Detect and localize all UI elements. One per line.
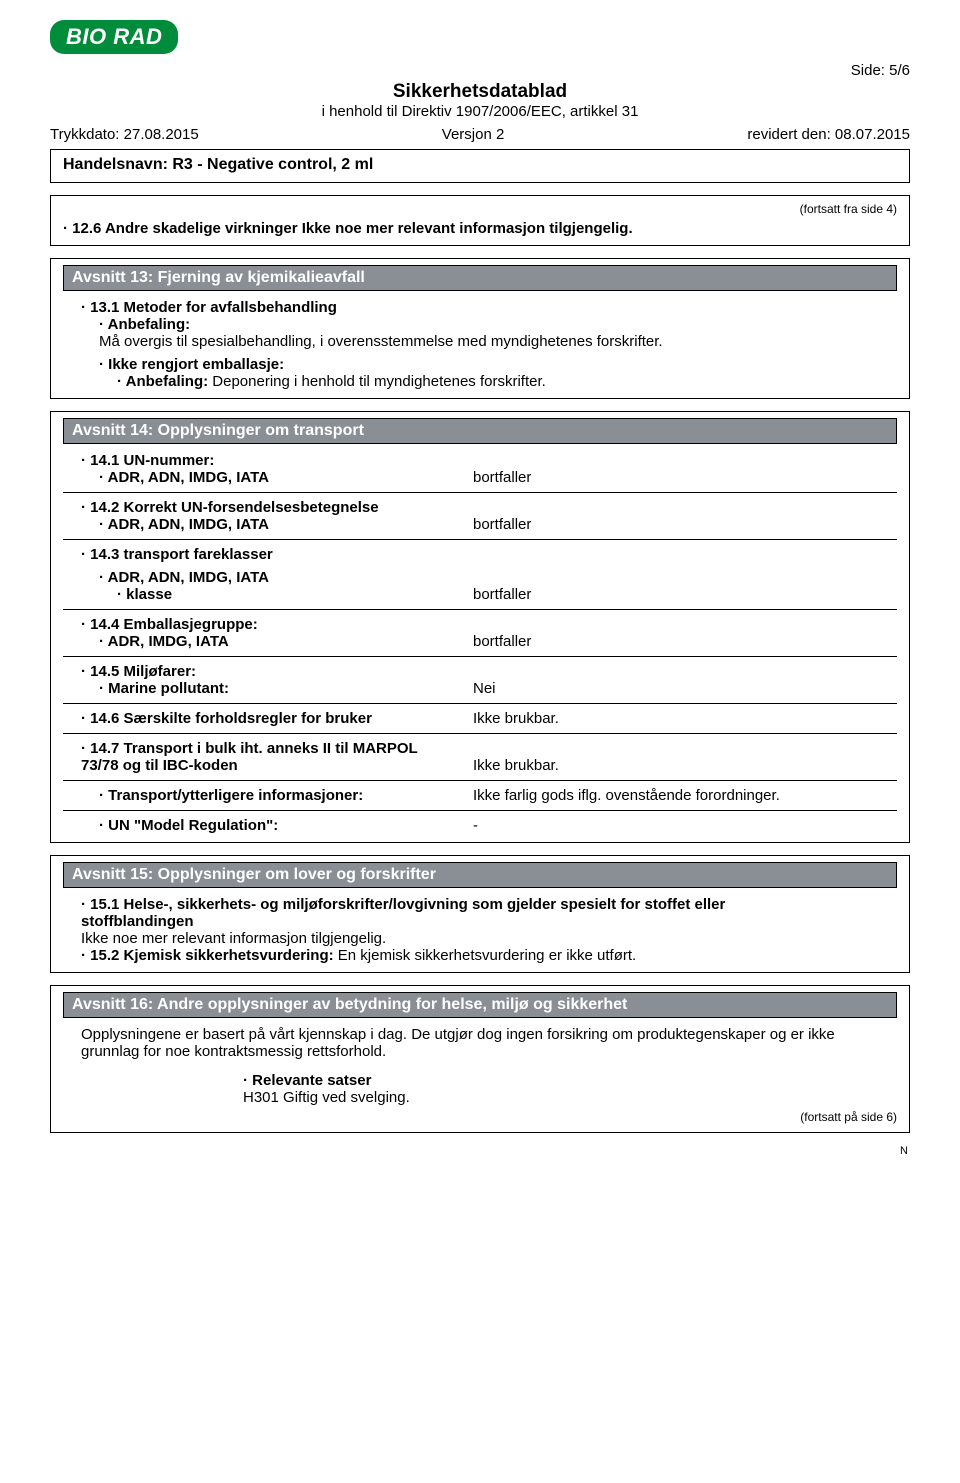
un-model-reg-value: - [473,817,897,834]
divider [63,810,897,811]
hazard-class-value: bortfaller [473,586,897,603]
marine-pollutant-label: · Marine pollutant: [63,680,473,697]
hazard-class-sub: · klasse [63,586,473,603]
revised-date: revidert den: 08.07.2015 [747,126,910,143]
relevant-phrases-heading: · Relevante satser [243,1072,897,1089]
divider [63,539,897,540]
document-subtitle: i henhold til Direktiv 1907/2006/EEC, ar… [50,103,910,120]
shipping-name-modes: · ADR, ADN, IMDG, IATA [63,516,473,533]
section-13-box: Avsnitt 13: Fjerning av kjemikalieavfall… [50,258,910,399]
divider [63,733,897,734]
packaging-recommendation: · Anbefaling: Deponering i henhold til m… [63,373,897,390]
section-12-6-text: · 12.6 Andre skadelige virkninger Ikke n… [63,220,897,237]
shipping-name-label: · 14.2 Korrekt UN-forsendelsesbetegnelse [63,499,897,516]
divider [63,492,897,493]
logo-container: BIO RAD [50,20,910,54]
version-label: Versjon 2 [442,126,505,143]
marine-pollutant-value: Nei [473,680,897,697]
section-16-box: Avsnitt 16: Andre opplysninger av betydn… [50,985,910,1133]
section-15-1-line1: · 15.1 Helse-, sikkerhets- og miljøforsk… [63,896,897,913]
section-14-header: Avsnitt 14: Opplysninger om transport [63,418,897,444]
footer-marker: N [50,1145,910,1157]
un-number-modes: · ADR, ADN, IMDG, IATA [63,469,473,486]
section-15-2: · 15.2 Kjemisk sikkerhetsvurdering: En k… [63,947,897,964]
product-name: Handelsnavn: R3 - Negative control, 2 ml [63,156,897,174]
additional-info-value: Ikke farlig gods iflg. ovenstående foror… [473,787,897,804]
divider [63,656,897,657]
packaging-label: · Ikke rengjort emballasje: [63,356,897,373]
precautions-label: · 14.6 Særskilte forholdsregler for bruk… [63,710,473,727]
shipping-name-value: bortfaller [473,516,897,533]
packing-group-value: bortfaller [473,633,897,650]
divider [63,703,897,704]
env-hazard-label: · 14.5 Miljøfarer: [63,663,897,680]
precautions-value: Ikke brukbar. [473,710,897,727]
recommendation-body: Må overgis til spesialbehandling, i over… [63,333,897,350]
bulk-transport-value: Ikke brukbar. [473,757,897,774]
product-name-box: Handelsnavn: R3 - Negative control, 2 ml [50,149,910,183]
print-date: Trykkdato: 27.08.2015 [50,126,199,143]
section-16-header: Avsnitt 16: Andre opplysninger av betydn… [63,992,897,1018]
meta-row: Trykkdato: 27.08.2015 Versjon 2 revidert… [50,126,910,143]
bulk-transport-label-1: · 14.7 Transport i bulk iht. anneks II t… [63,740,897,757]
un-number-label: · 14.1 UN-nummer: [63,452,897,469]
recommendation-label: · Anbefaling: [63,316,897,333]
un-model-reg-label: · UN "Model Regulation": [63,817,473,834]
un-number-value: bortfaller [473,469,897,486]
hazard-class-label: · 14.3 transport fareklasser [63,546,897,563]
document-title: Sikkerhetsdatablad [50,81,910,103]
section-13-1-heading: · 13.1 Metoder for avfallsbehandling [63,299,897,316]
section-15-header: Avsnitt 15: Opplysninger om lover og for… [63,862,897,888]
section-14-box: Avsnitt 14: Opplysninger om transport · … [50,411,910,843]
section-16-body: Opplysningene er basert på vårt kjennska… [63,1026,897,1060]
section-15-box: Avsnitt 15: Opplysninger om lover og for… [50,855,910,973]
additional-info-label: · Transport/ytterligere informasjoner: [63,787,473,804]
section-12-continued-box: (fortsatt fra side 4) · 12.6 Andre skade… [50,195,910,246]
packing-group-modes: · ADR, IMDG, IATA [63,633,473,650]
bulk-transport-label-2: 73/78 og til IBC-koden [63,757,473,774]
brand-logo: BIO RAD [50,20,178,54]
continued-on-label: (fortsatt på side 6) [63,1110,897,1124]
packing-group-label: · 14.4 Emballasjegruppe: [63,616,897,633]
divider [63,609,897,610]
section-15-1-line2: stoffblandingen [63,913,897,930]
relevant-phrases-body: H301 Giftig ved svelging. [243,1089,897,1106]
section-13-header: Avsnitt 13: Fjerning av kjemikalieavfall [63,265,897,291]
section-15-1-body: Ikke noe mer relevant informasjon tilgje… [63,930,897,947]
hazard-class-modes: · ADR, ADN, IMDG, IATA [63,569,897,586]
continued-from-label: (fortsatt fra side 4) [63,202,897,216]
page-number: Side: 5/6 [50,62,910,79]
divider [63,780,897,781]
